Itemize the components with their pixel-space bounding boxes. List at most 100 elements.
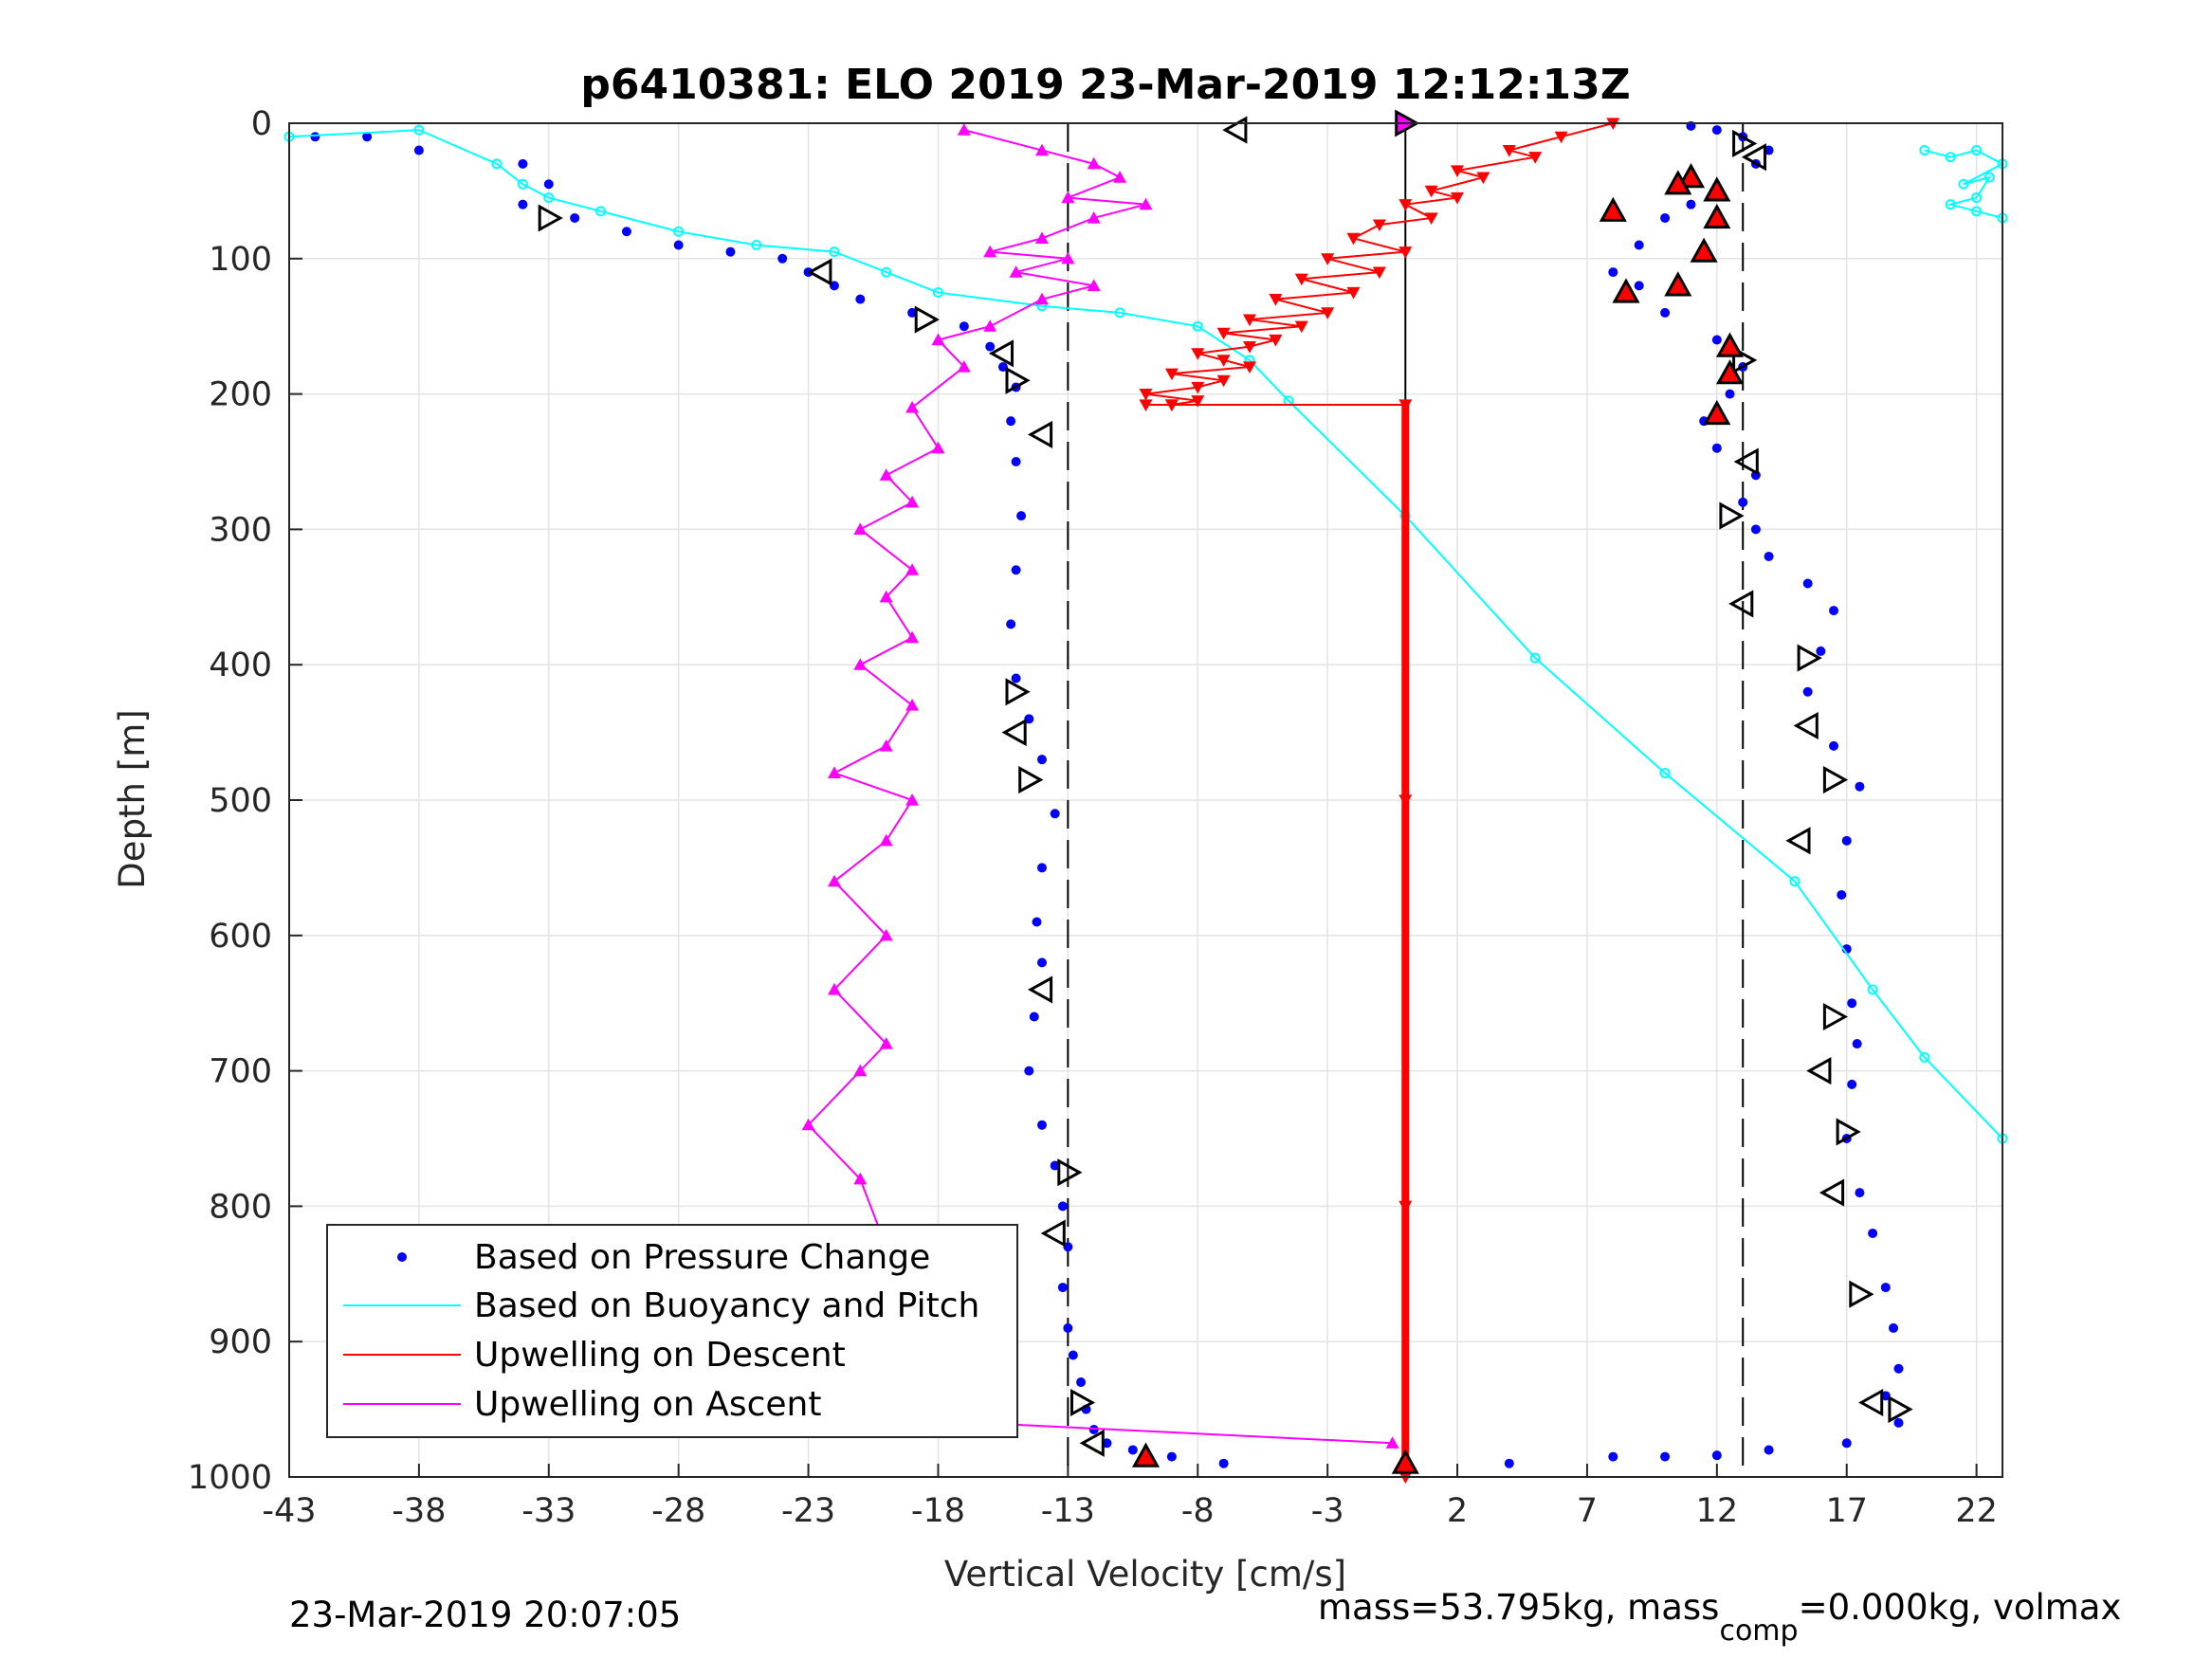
pressure-velocity-point	[1837, 889, 1847, 900]
upwelling-ascent-point	[828, 982, 841, 995]
upwelling-ascent-point	[1061, 251, 1075, 264]
pressure-velocity-point	[1841, 1438, 1852, 1449]
upwelling-ascent-point	[905, 793, 920, 806]
upwelling-descent-point	[1502, 145, 1516, 157]
upwelling-ascent-point	[931, 333, 945, 346]
upwelling-ascent-point	[1087, 156, 1101, 170]
pressure-velocity-point	[413, 145, 424, 155]
buoyancy-velocity-point	[751, 240, 762, 251]
pressure-velocity-point	[1750, 524, 1761, 535]
red-triangle-marker	[1715, 359, 1745, 385]
red-triangle-marker	[1664, 170, 1692, 195]
buoyancy-velocity-point	[491, 158, 503, 170]
y-tick-label: 1000	[188, 1459, 272, 1497]
upwelling-ascent-point	[1139, 197, 1153, 210]
upwelling-ascent-point	[1035, 143, 1049, 156]
pressure-velocity-point	[1802, 686, 1813, 697]
chart-title: p6410381: ELO 2019 23-Mar-2019 12:12:13Z	[580, 61, 1630, 109]
pressure-velocity-point	[1050, 809, 1060, 819]
pressure-velocity-point	[1050, 1160, 1060, 1171]
upwelling-ascent-point	[957, 123, 971, 136]
pressure-velocity-point	[777, 253, 788, 264]
triangle-marker	[1079, 1429, 1105, 1457]
pressure-velocity-point	[1802, 578, 1813, 589]
upwelling-descent-point	[1424, 212, 1438, 225]
upwelling-descent-point	[1554, 131, 1568, 144]
triangle-marker	[1732, 129, 1758, 157]
pressure-velocity-point	[1063, 1322, 1073, 1333]
upwelling-ascent-point	[879, 590, 893, 603]
upwelling-ascent-point	[879, 833, 893, 847]
upwelling-ascent-point	[983, 319, 997, 332]
upwelling-ascent-point	[853, 522, 868, 535]
triangle-marker	[1822, 1002, 1849, 1031]
buoyancy-velocity-point	[1919, 1051, 1930, 1063]
buoyancy-velocity-point	[1945, 152, 1956, 163]
triangle-marker	[1849, 1280, 1874, 1308]
red-triangle-marker	[1599, 196, 1627, 222]
pressure-velocity-point	[1660, 212, 1671, 223]
y-tick-label: 300	[209, 511, 272, 549]
x-tick-label: -43	[262, 1492, 316, 1530]
triangle-marker	[1732, 346, 1758, 374]
pressure-velocity-point	[1608, 1451, 1618, 1462]
pressure-velocity-point	[1068, 1350, 1078, 1360]
legend-label-pressure: Based on Pressure Change	[474, 1238, 930, 1277]
y-axis-label: Depth [m]	[112, 709, 153, 888]
upwelling-ascent-point	[905, 563, 920, 575]
pressure-velocity-point	[1829, 606, 1839, 616]
y-tick-label: 800	[209, 1188, 272, 1226]
buoyancy-velocity-point	[1971, 206, 1983, 217]
buoyancy-velocity-point	[829, 246, 840, 258]
legend-entry-buoyancy: Based on Buoyancy and Pitch	[343, 1286, 979, 1325]
upwelling-descent-point	[1191, 381, 1205, 394]
red-triangle-marker	[1715, 332, 1745, 357]
upwelling-ascent-point	[1087, 279, 1101, 291]
upwelling-ascent-point	[828, 766, 841, 778]
upwelling-descent-point	[1451, 191, 1464, 205]
y-tick-labels: 0 100 200 300 400 500 600 700 800 900 1000	[188, 105, 272, 1497]
pressure-velocity-point	[1711, 443, 1722, 453]
buoyancy-velocity-point	[881, 266, 892, 278]
y-tick-label: 600	[209, 918, 272, 956]
pressure-velocity-point	[1057, 1283, 1068, 1293]
y-tick-label: 400	[209, 647, 272, 684]
upwelling-descent-point	[1243, 341, 1256, 354]
pressure-velocity-point	[543, 179, 554, 190]
triangle-marker	[1806, 1057, 1832, 1085]
x-tick-label: -13	[1041, 1492, 1095, 1530]
red-triangle-marker	[1676, 163, 1706, 189]
upwelling-ascent-point	[1035, 231, 1049, 244]
x-tick-label: -3	[1311, 1492, 1344, 1530]
pressure-velocity-point	[1036, 957, 1047, 968]
triangle-marker	[1741, 143, 1766, 172]
triangle-marker	[1733, 447, 1759, 476]
pressure-velocity-point	[1764, 551, 1774, 561]
footer-mass-prefix: mass=53.795kg, mass	[1318, 1587, 1719, 1628]
y-tick-label: 900	[209, 1323, 272, 1361]
legend-entry-pressure: Based on Pressure Change	[397, 1238, 930, 1277]
triangle-marker	[1018, 766, 1044, 794]
pressure-velocity-point	[1218, 1458, 1229, 1468]
pressure-velocity-point	[1893, 1417, 1904, 1428]
pressure-velocity-point	[1847, 998, 1857, 1009]
triangle-marker	[1858, 1388, 1884, 1417]
legend-entry-ascent: Upwelling on Ascent	[343, 1385, 821, 1424]
pressure-velocity-point	[1829, 740, 1839, 751]
upwelling-ascent-point	[879, 1037, 893, 1049]
upwelling-descent-point	[1424, 185, 1438, 198]
pressure-velocity-point	[621, 227, 631, 237]
upwelling-descent-point	[1243, 361, 1256, 374]
pressure-velocity-point	[1024, 714, 1034, 724]
pressure-velocity-point	[1816, 646, 1826, 656]
y-tick-label: 700	[209, 1053, 272, 1091]
pressure-velocity-point	[518, 158, 528, 169]
upwelling-descent-point	[1216, 374, 1231, 388]
buoyancy-velocity-point	[1114, 307, 1125, 319]
buoyancy-velocity-point	[1983, 172, 1995, 183]
y-tick-label: 100	[209, 241, 272, 279]
buoyancy-velocity-point	[1958, 178, 1969, 190]
red-triangle-marker	[1703, 176, 1731, 202]
axes-box	[288, 122, 2003, 1478]
pressure-velocity-point	[1889, 1322, 1899, 1333]
